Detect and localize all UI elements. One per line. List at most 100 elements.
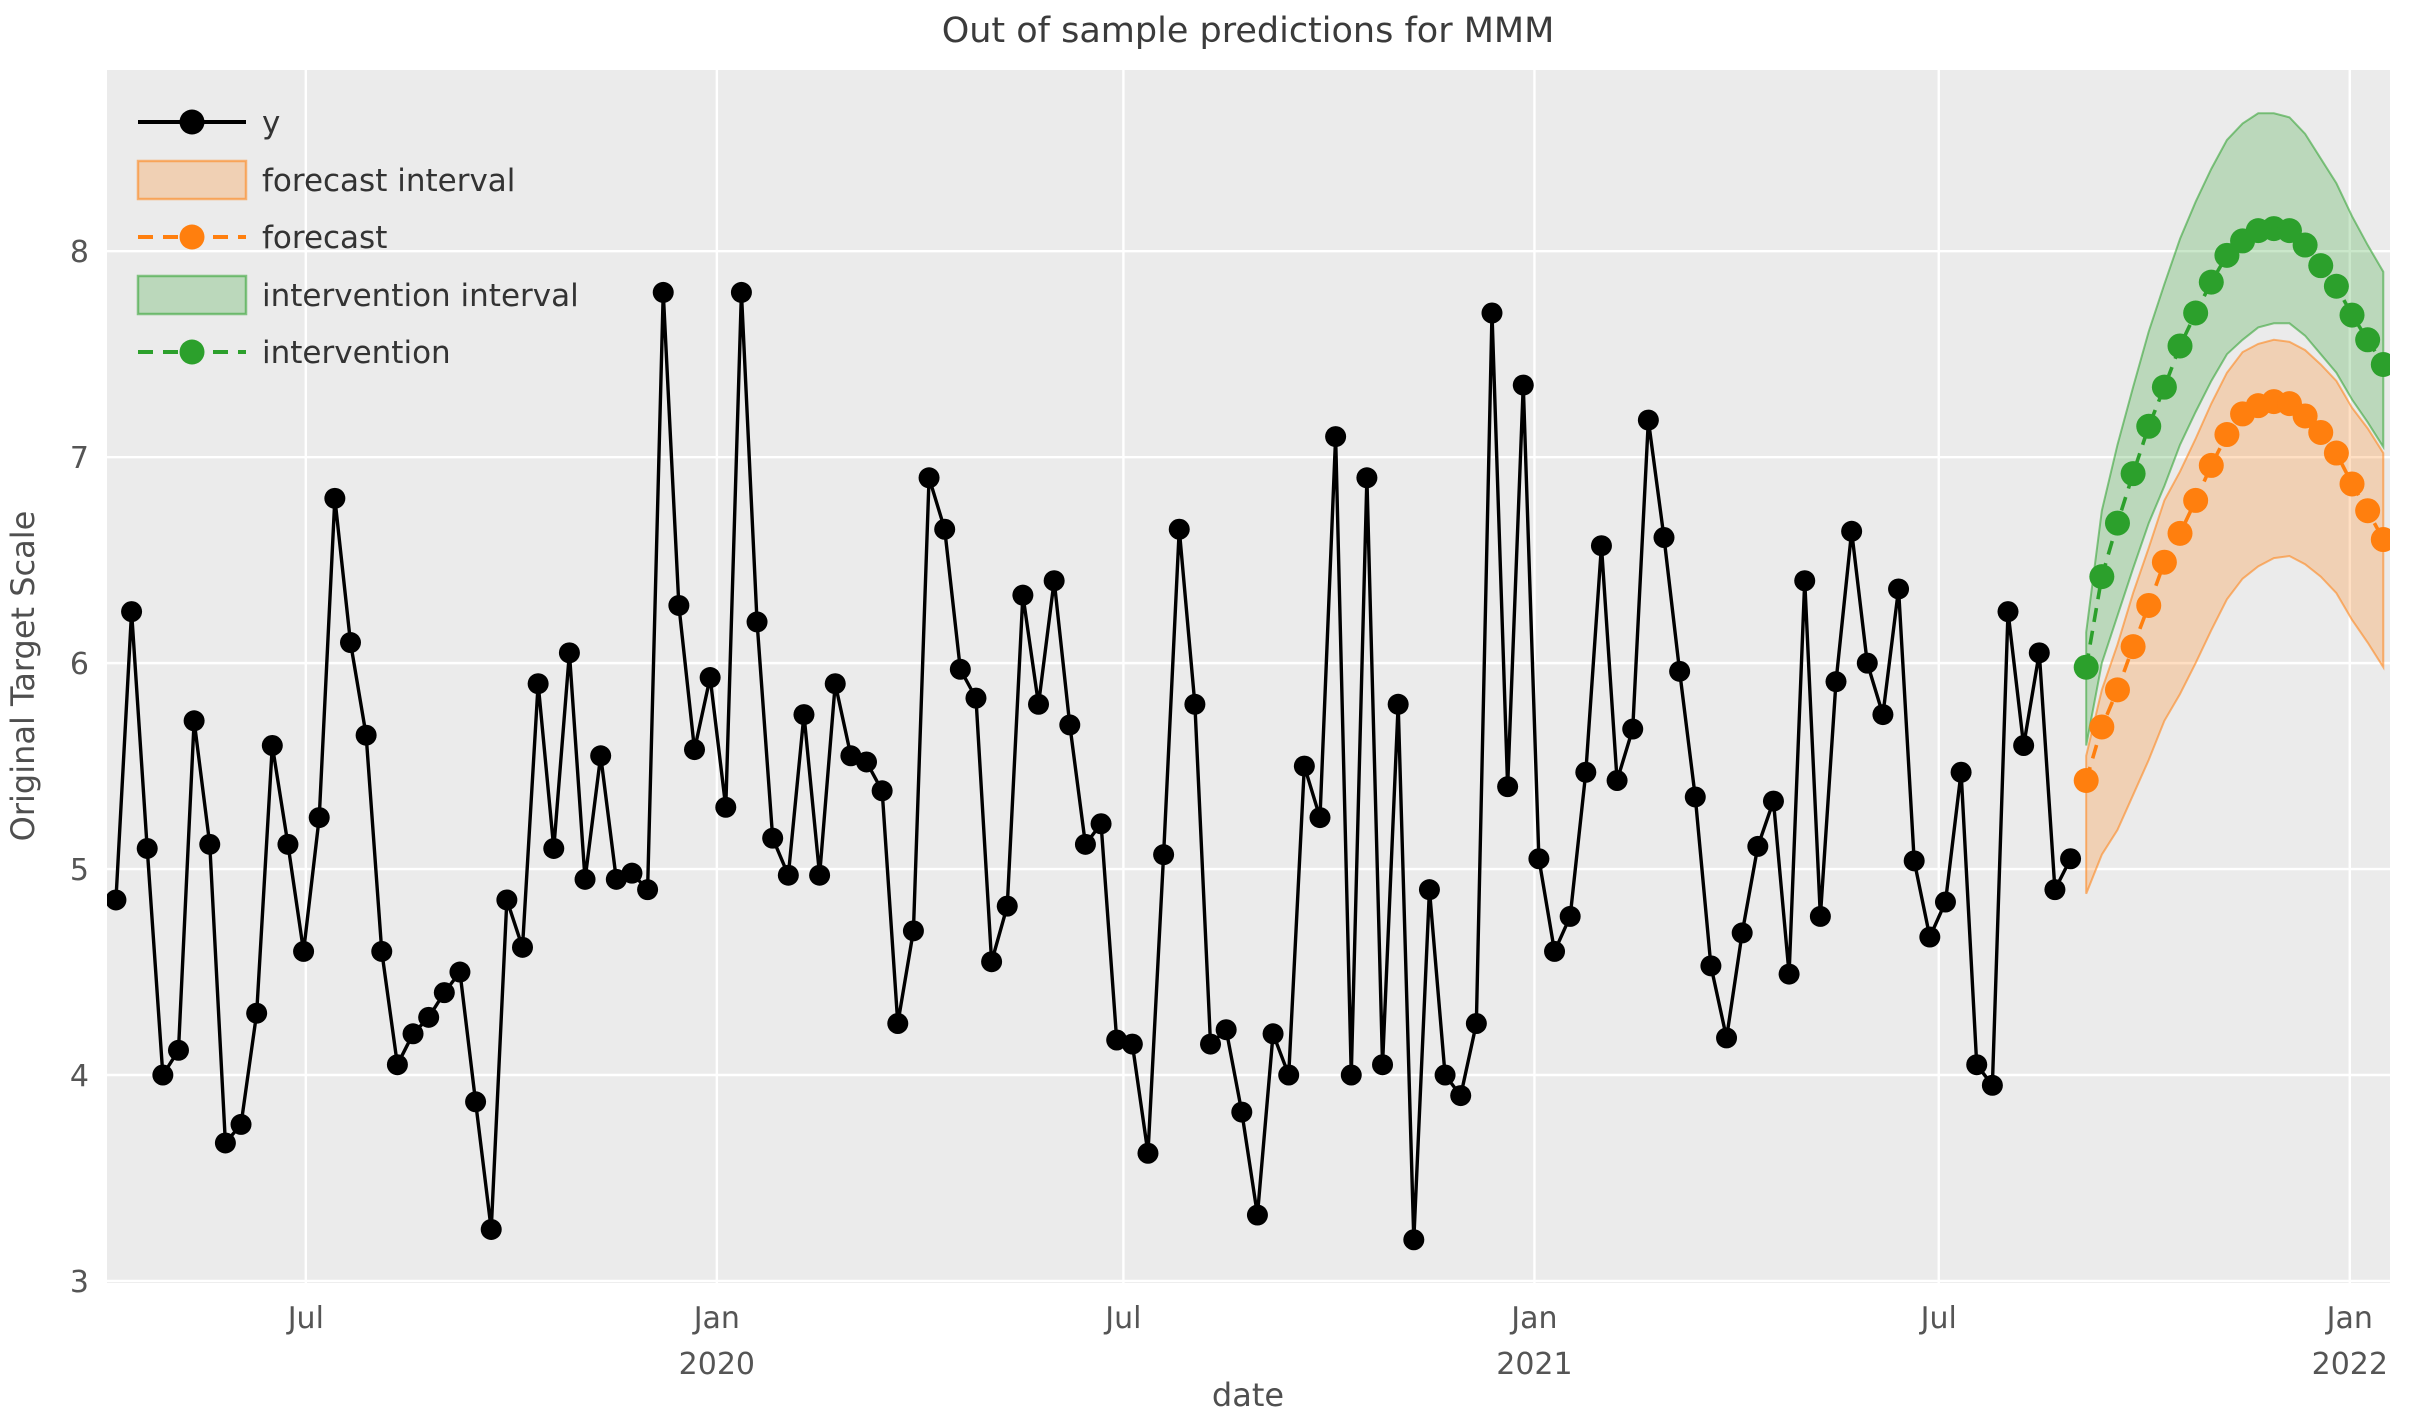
y-series-point xyxy=(1794,570,1816,592)
y-series-point xyxy=(1606,770,1628,792)
y-series-point xyxy=(355,724,377,746)
y-series-point xyxy=(1934,891,1956,913)
y-series-point xyxy=(1356,467,1378,489)
y-series-point xyxy=(777,864,799,886)
intervention-series-point xyxy=(2120,461,2146,487)
y-series-point xyxy=(934,518,956,540)
y-series-point xyxy=(527,673,549,695)
y-series-point xyxy=(730,281,752,303)
y-series-point xyxy=(1809,905,1831,927)
x-tick-label: Jul xyxy=(1919,1301,1957,1336)
forecast-series-point xyxy=(2339,471,2365,497)
intervention-series-point xyxy=(2370,352,2390,377)
legend-intervention-interval-label: intervention interval xyxy=(262,278,579,314)
y-series-point xyxy=(1528,848,1550,870)
y-series-point xyxy=(433,982,455,1004)
legend-forecast-label: forecast xyxy=(262,220,387,256)
y-series-point xyxy=(1544,940,1566,962)
y-series-point xyxy=(1059,714,1081,736)
y-series-point xyxy=(1215,1019,1237,1041)
y-series-point xyxy=(1888,578,1910,600)
y-series-point xyxy=(668,594,690,616)
y-series-point xyxy=(1512,374,1534,396)
y-series-point xyxy=(1684,786,1706,808)
y-series-point xyxy=(1231,1101,1253,1123)
y-series-point xyxy=(183,710,205,732)
y-series-point xyxy=(277,833,299,855)
legend-intervention-interval-patch xyxy=(136,274,248,316)
forecast-series-point xyxy=(2214,422,2240,448)
y-series-point xyxy=(1387,693,1409,715)
y-series-point xyxy=(543,837,565,859)
y-series-point xyxy=(1950,761,1972,783)
y-series-point xyxy=(1825,671,1847,693)
y-series-point xyxy=(339,632,361,654)
y-series-point xyxy=(1450,1085,1472,1107)
y-series-point xyxy=(1309,807,1331,829)
y-tick-label: 6 xyxy=(70,647,89,682)
y-series-point xyxy=(746,611,768,633)
y-series-point xyxy=(684,739,706,761)
y-series-point xyxy=(1497,776,1519,798)
y-series-point xyxy=(558,642,580,664)
y-series-point xyxy=(121,601,143,623)
y-series-point xyxy=(1856,652,1878,674)
y-series-point xyxy=(871,780,893,802)
intervention-series-point xyxy=(2089,564,2115,590)
intervention-series-point xyxy=(2183,300,2209,326)
y-series-point xyxy=(1762,790,1784,812)
y-series-point xyxy=(1434,1064,1456,1086)
y-series-point xyxy=(261,734,283,756)
forecast-series-point xyxy=(2183,487,2209,513)
y-series-point xyxy=(2044,879,2066,901)
forecast-series-point xyxy=(2292,403,2318,429)
y-series-point xyxy=(1325,426,1347,448)
forecast-interval-band xyxy=(2085,338,2385,895)
y-series-point xyxy=(402,1023,424,1045)
y-series-point xyxy=(637,879,659,901)
y-series-point xyxy=(1372,1054,1394,1076)
y-series-point xyxy=(1653,526,1675,548)
y-series-point xyxy=(511,936,533,958)
intervention-series-point xyxy=(2104,510,2130,536)
y-series-point xyxy=(1168,518,1190,540)
legend-forecast-interval-patch xyxy=(136,159,248,201)
y-series-point xyxy=(152,1064,174,1086)
intervention-series-point xyxy=(2339,302,2365,328)
y-series-point xyxy=(1465,1013,1487,1035)
legend-y-marker xyxy=(179,109,205,135)
forecast-series-point xyxy=(2355,498,2381,524)
legend-forecast-interval-label: forecast interval xyxy=(262,163,515,199)
intervention-series-point xyxy=(2308,253,2334,279)
y-series-point xyxy=(1200,1033,1222,1055)
y-series-point xyxy=(699,667,721,689)
y-series-point xyxy=(293,940,315,962)
y-series-point xyxy=(996,895,1018,917)
y-series-point xyxy=(496,889,518,911)
y-series-point xyxy=(1293,755,1315,777)
y-series-point xyxy=(1074,833,1096,855)
y-series-point xyxy=(887,1013,909,1035)
y-series-point xyxy=(2060,848,2082,870)
y-tick-label: 4 xyxy=(70,1059,89,1094)
y-series-point xyxy=(199,833,221,855)
legend-y-label: y xyxy=(262,105,280,141)
y-series-point xyxy=(1622,718,1644,740)
y-series-point xyxy=(1043,570,1065,592)
y-series-point xyxy=(1919,926,1941,948)
y-series-point xyxy=(1903,850,1925,872)
y-series-point xyxy=(1872,704,1894,726)
intervention-series-point xyxy=(2073,654,2099,680)
intervention-series-point xyxy=(2151,374,2177,400)
y-series-point xyxy=(1981,1074,2003,1096)
y-series-point xyxy=(1575,761,1597,783)
y-series-point xyxy=(1090,813,1112,835)
forecast-series-point xyxy=(2167,520,2193,546)
forecast-series-point xyxy=(2151,549,2177,575)
forecast-series-point xyxy=(2120,634,2146,660)
y-series-point xyxy=(1278,1064,1300,1086)
forecast-series-point xyxy=(2198,452,2224,478)
y-series-point xyxy=(371,940,393,962)
forecast-series-point xyxy=(2323,440,2349,466)
chart-title: Out of sample predictions for MMM xyxy=(942,11,1555,51)
